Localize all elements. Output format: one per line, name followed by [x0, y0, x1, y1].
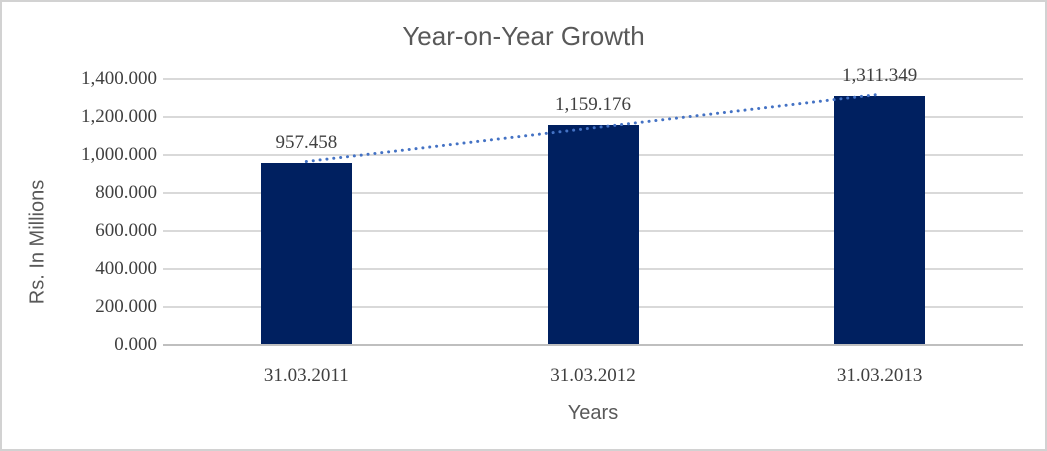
y-tick-label: 600.000	[95, 220, 157, 241]
y-gridline	[163, 78, 1023, 80]
y-tick-label: 1,200.000	[81, 106, 157, 127]
bar	[834, 95, 926, 345]
bar	[260, 163, 352, 345]
x-tick-label: 31.03.2013	[836, 365, 923, 386]
x-axis-title: Years	[567, 402, 619, 424]
x-axis-line	[163, 344, 1023, 346]
y-tick-label: 400.000	[95, 258, 157, 279]
y-tick-label: 800.000	[95, 182, 157, 203]
y-tick-label: 1,400.000	[81, 68, 157, 89]
x-tick-label: 31.03.2012	[550, 365, 636, 386]
bar-data-label: 1,159.176	[555, 93, 631, 115]
chart-title: Year-on-Year Growth	[402, 21, 645, 51]
y-tick-label: 1,000.000	[81, 144, 157, 165]
bar-data-label: 957.458	[275, 132, 338, 154]
bar-data-label: 1,311.349	[842, 64, 918, 86]
bar	[547, 124, 639, 345]
x-tick-label: 31.03.2011	[263, 365, 349, 386]
y-tick-label: 200.000	[95, 296, 157, 317]
y-tick-label: 0.000	[114, 334, 157, 355]
